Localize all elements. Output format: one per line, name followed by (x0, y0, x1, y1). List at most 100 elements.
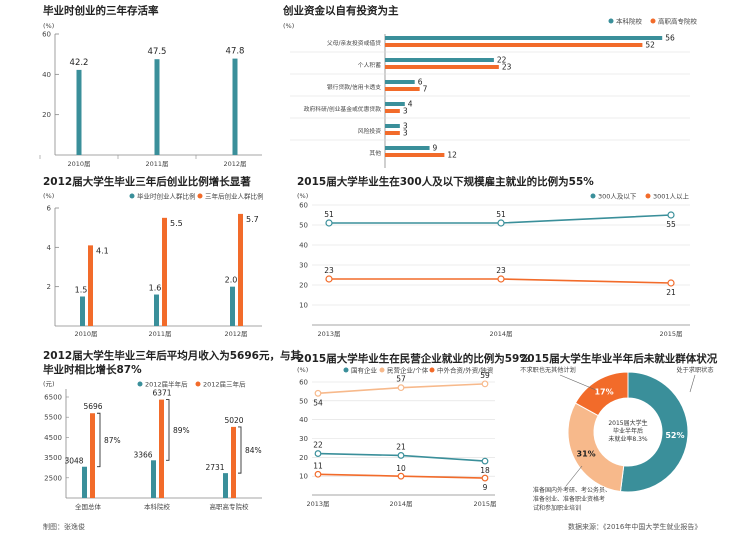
chart1-title: 毕业时创业的三年存活率 (43, 5, 159, 17)
c6-value-s0-0: 22 (313, 441, 323, 450)
c6-ytick-label-0: 10 (299, 473, 308, 481)
chart5-title-line1: 2012届大学生毕业三年后平均月收入为5696元，与其 (43, 350, 301, 362)
c7-note-2: 试和参加职业培训 (533, 504, 581, 512)
c6-ylabel: (%) (297, 366, 308, 374)
c3-legend-0-label: 毕业时创业人群比例 (137, 192, 196, 201)
c5-bar-s1-0 (90, 413, 95, 498)
chart3-title: 2012届大学生毕业三年后创业比例增长显著 (43, 176, 251, 188)
c2-value-s1-3: 3 (403, 107, 408, 116)
c4-series-line-0 (329, 214, 672, 224)
c1-xtick-label-1: 2011届 (145, 160, 168, 168)
c4-series-line-1 (329, 278, 672, 284)
c4-ylabel: (%) (297, 192, 308, 200)
c2-value-s0-5: 9 (433, 144, 438, 153)
c5-growth-label-1: 89% (173, 426, 190, 435)
c5-value-s0-2: 2731 (205, 463, 224, 472)
c2-bar-s0-5 (385, 146, 430, 150)
c4-ytick-label-0: 10 (299, 302, 308, 310)
c5-ytick-label-1: 3500 (44, 454, 62, 462)
c1-bar-2 (232, 58, 238, 155)
c3-xtick-label-2: 2012届 (224, 330, 247, 338)
c6-point-s2-0 (314, 470, 322, 478)
c3-value-s0-2: 2.0 (225, 276, 238, 285)
c1-xtick-label-0: 2010届 (67, 160, 90, 168)
c3-legend-1-swatch (197, 193, 203, 199)
c4-legend-1-swatch (645, 193, 651, 199)
c3-bar-s0-2 (230, 286, 235, 326)
c2-bar-s0-4 (385, 124, 400, 128)
c2-value-s0-0: 56 (665, 34, 675, 43)
c5-growth-label-2: 84% (245, 446, 262, 455)
c6-legend-1-label: 民营企业/个体 (387, 366, 429, 375)
c4-value-s0-0: 51 (324, 210, 334, 219)
c6-ytick-label-2: 30 (299, 435, 308, 443)
c5-xtick-label-2: 高职高专院校 (210, 502, 250, 511)
c3-legend-1-label: 三年后创业人群比例 (205, 192, 264, 201)
c3-value-s1-2: 5.7 (246, 215, 259, 224)
c4-ytick-label-4: 50 (299, 222, 308, 230)
c1-bar-1 (154, 59, 160, 156)
c6-point-s0-1 (397, 452, 405, 459)
c4-value-s1-0: 23 (324, 266, 334, 275)
c2-legend-0-label: 本科院校 (616, 17, 643, 26)
c2-bar-s1-3 (385, 109, 400, 113)
c4-point-s1-0 (325, 275, 333, 283)
c2-bar-s1-2 (385, 87, 420, 91)
c6-point-s1-1 (397, 384, 405, 392)
c1-ylabel: (%) (43, 22, 54, 30)
c5-bar-s1-1 (159, 399, 164, 498)
c4-ytick-label-3: 40 (299, 242, 308, 250)
c3-value-s1-0: 4.1 (96, 246, 109, 255)
c1-data-label-2: 47.8 (226, 47, 245, 57)
c5-growth-bracket-0 (97, 412, 101, 468)
c3-value-s1-1: 5.5 (170, 219, 183, 228)
c4-ytick-label-5: 60 (299, 202, 308, 210)
c5-legend-1-swatch (195, 381, 201, 387)
c2-value-s1-0: 52 (645, 41, 655, 50)
c1-bar-0 (76, 69, 82, 155)
c4-value-s0-2: 55 (666, 220, 676, 229)
c6-xtick-label-0: 2013届 (306, 500, 329, 508)
c4-xtick-label-1: 2014届 (489, 330, 512, 338)
chart6-title: 2015届大学毕业生在民营企业就业的比例为59% (297, 353, 530, 365)
c6-series-line-1 (317, 383, 486, 395)
c6-legend-2-label: 中外合资/外资/独资 (437, 366, 494, 375)
c2-bar-s0-3 (385, 102, 405, 106)
c5-bar-s0-2 (223, 473, 228, 498)
c2-value-s0-1: 22 (497, 56, 507, 65)
c7-callout-1: 不求职也无其他计划 (520, 366, 576, 374)
c2-value-s1-1: 23 (502, 63, 512, 72)
c3-ytick-label-1: 4 (47, 244, 52, 252)
c5-legend-1-label: 2012届三年后 (203, 380, 246, 389)
c5-ytick-label-2: 4500 (44, 434, 62, 442)
c6-point-s2-2 (481, 474, 489, 482)
c5-value-s1-2: 5020 (224, 416, 243, 425)
c2-value-s1-5: 12 (447, 151, 457, 160)
c5-growth-label-0: 87% (104, 436, 121, 445)
c6-ytick-label-3: 40 (299, 416, 308, 424)
c5-ytick-label-3: 5500 (44, 414, 62, 422)
c2-bar-s1-4 (385, 131, 400, 135)
c4-point-s1-2 (667, 279, 675, 287)
c4-xtick-label-2: 2015届 (659, 330, 682, 338)
c2-legend-0-swatch (608, 18, 614, 24)
c6-ytick-label-1: 20 (299, 454, 308, 462)
c2-category-3: 政府科研/创业基金或优惠贷款 (304, 105, 382, 113)
c7-slice-1 (567, 402, 625, 493)
c6-value-s1-1: 57 (396, 375, 406, 384)
c1-data-label-1: 47.5 (148, 47, 167, 57)
c7-leader-2 (565, 465, 583, 487)
c6-point-s0-0 (314, 450, 322, 457)
c6-xtick-label-1: 2014届 (389, 500, 412, 508)
c6-legend-2-swatch (429, 367, 435, 373)
c5-value-s1-1: 6371 (152, 389, 171, 398)
c6-legend-0-swatch (343, 367, 349, 373)
c4-value-s0-1: 51 (496, 210, 506, 219)
c1-ytick-label-1: 40 (42, 71, 51, 79)
c7-center-text-1: 毕业半年后 (613, 427, 643, 435)
c3-ylabel: (%) (43, 192, 54, 200)
c6-legend-1-swatch (379, 367, 385, 373)
c5-growth-bracket-2 (238, 426, 242, 474)
c6-value-s0-1: 21 (396, 442, 406, 451)
